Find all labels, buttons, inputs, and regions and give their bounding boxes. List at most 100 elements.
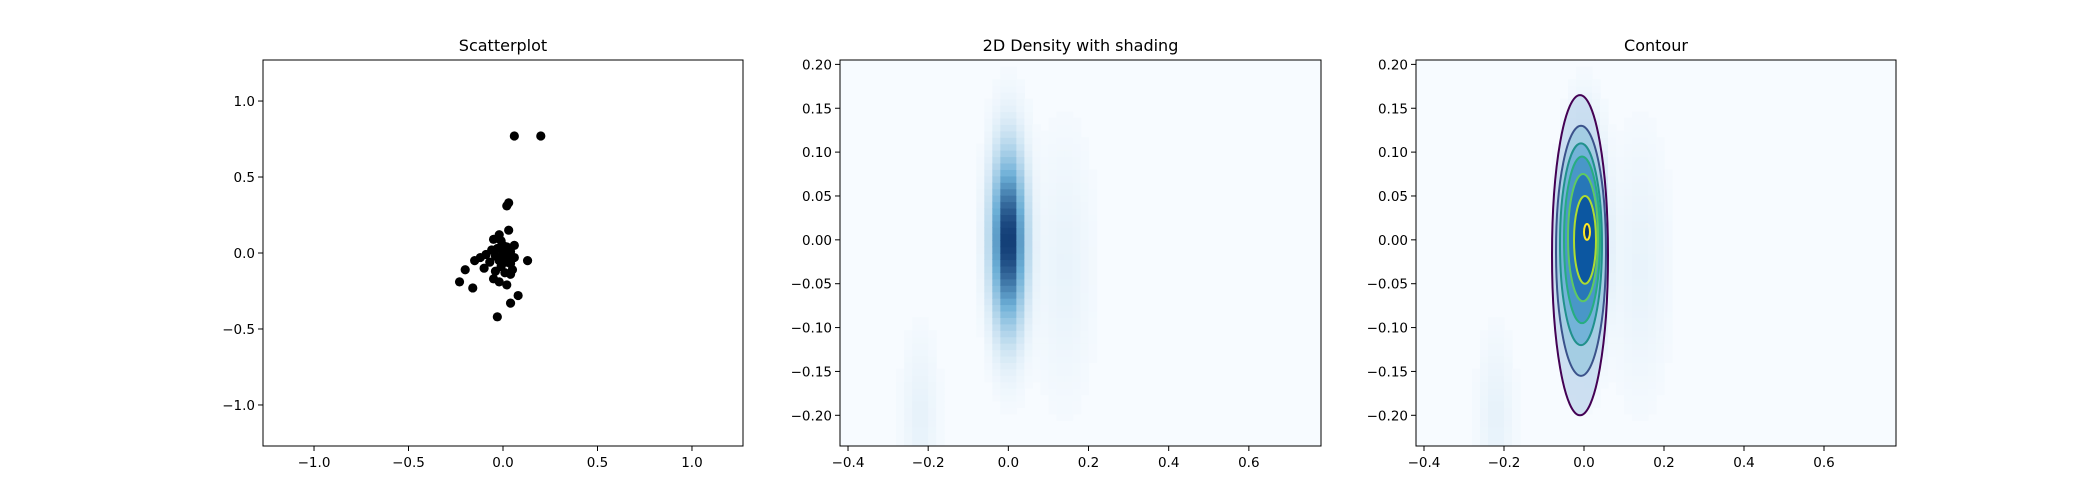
axis-ticks: −0.4 −0.2 0.0 0.2 0.4 0.6 0.20 0.15 0.10 0.05 0.00… <box>1367 57 1835 471</box>
density-cell <box>1048 162 1058 170</box>
density-cell <box>896 388 905 396</box>
density-cell <box>928 368 937 376</box>
density-cell <box>1584 72 1593 80</box>
density-cell <box>1080 272 1090 280</box>
density-cell <box>1632 150 1641 158</box>
density-cell <box>1080 162 1090 170</box>
density-cell <box>1040 182 1050 190</box>
density-cell <box>1040 278 1050 286</box>
density-cell <box>1056 349 1066 357</box>
density-cell <box>1024 175 1033 183</box>
density-cell <box>1072 124 1082 132</box>
density-cell <box>1608 188 1617 196</box>
density-cell <box>1480 381 1489 389</box>
density-cell <box>976 285 985 293</box>
density-cell <box>936 426 945 434</box>
density-cell <box>1568 92 1577 100</box>
density-cell <box>1048 143 1058 151</box>
density-cell <box>1024 246 1033 254</box>
density-panel: −0.4 −0.2 0.0 0.2 0.4 0.6 0.20 0.15 0.10 0.05 0.00… <box>791 36 1322 471</box>
density-cell <box>1008 240 1017 248</box>
density-cell <box>1632 291 1641 299</box>
density-cell <box>1616 381 1625 389</box>
density-cell <box>1656 323 1665 331</box>
density-cell <box>1088 259 1098 267</box>
density-cell <box>1080 381 1090 389</box>
density-cell <box>1040 233 1050 241</box>
density-cell <box>976 233 985 241</box>
density-cell <box>1616 388 1625 396</box>
x-tick-label: 0.2 <box>1078 455 1099 471</box>
density-cell <box>992 253 1001 261</box>
density-cell <box>1608 310 1617 318</box>
density-cell <box>1048 362 1058 370</box>
density-cell <box>1000 92 1009 100</box>
density-cell <box>1024 278 1033 286</box>
density-cell <box>1632 143 1641 151</box>
density-cell <box>976 143 985 151</box>
density-cell <box>928 394 937 402</box>
density-cell <box>1480 349 1489 357</box>
density-cell <box>1080 246 1090 254</box>
density-cell <box>976 175 985 183</box>
density-cell <box>1072 207 1082 215</box>
density-cell <box>1608 150 1617 158</box>
density-cell <box>1664 336 1673 344</box>
density-cell <box>1064 259 1074 267</box>
density-cell <box>1480 394 1489 402</box>
y-tick-label: −0.05 <box>791 277 832 293</box>
density-cell <box>1008 143 1017 151</box>
density-cell <box>1656 240 1665 248</box>
density-cell <box>912 413 921 421</box>
density-cell <box>1072 201 1082 209</box>
density-cell <box>928 349 937 357</box>
density-cell <box>1600 156 1609 164</box>
density-cell <box>1472 413 1481 421</box>
density-cell <box>1632 355 1641 363</box>
density-cell <box>920 375 929 383</box>
density-cell <box>1648 310 1657 318</box>
scatter-point <box>485 257 495 267</box>
density-cell <box>1008 362 1017 370</box>
density-cell <box>984 220 993 228</box>
density-cell <box>1048 381 1058 389</box>
density-cell <box>1088 169 1098 177</box>
density-cell <box>912 407 921 415</box>
density-cell <box>1072 259 1082 267</box>
density-cell <box>1608 175 1617 183</box>
density-cell <box>1560 98 1569 106</box>
density-cell <box>984 227 993 235</box>
density-cell <box>1656 265 1665 273</box>
density-cell <box>1040 220 1050 228</box>
density-cell <box>912 426 921 434</box>
density-cell <box>1040 207 1050 215</box>
density-cell <box>1624 227 1633 235</box>
density-cell <box>1640 291 1649 299</box>
density-cell <box>1072 265 1082 273</box>
density-cell <box>1024 330 1033 338</box>
density-cell <box>1024 182 1033 190</box>
density-cell <box>1008 394 1017 402</box>
density-cell <box>1616 304 1625 312</box>
density-cell <box>1608 143 1617 151</box>
density-cell <box>1032 375 1042 383</box>
density-cell <box>1648 368 1657 376</box>
density-cell <box>1608 330 1617 338</box>
density-cell <box>1088 298 1098 306</box>
density-cell <box>1648 381 1657 389</box>
density-cell <box>1656 291 1665 299</box>
density-cell <box>1072 285 1082 293</box>
density-cell <box>1632 207 1641 215</box>
density-cell <box>1480 433 1489 441</box>
density-cell <box>1024 317 1033 325</box>
density-cell <box>1008 323 1017 331</box>
density-cell <box>1072 214 1082 222</box>
scatter-point <box>504 225 514 235</box>
density-cell <box>1000 259 1009 267</box>
density-cell <box>1608 336 1617 344</box>
density-cell <box>1560 111 1569 119</box>
density-cell <box>1016 162 1025 170</box>
density-cell <box>1008 285 1017 293</box>
density-cell <box>1512 368 1521 376</box>
x-tick-label: 0.4 <box>1158 455 1179 471</box>
